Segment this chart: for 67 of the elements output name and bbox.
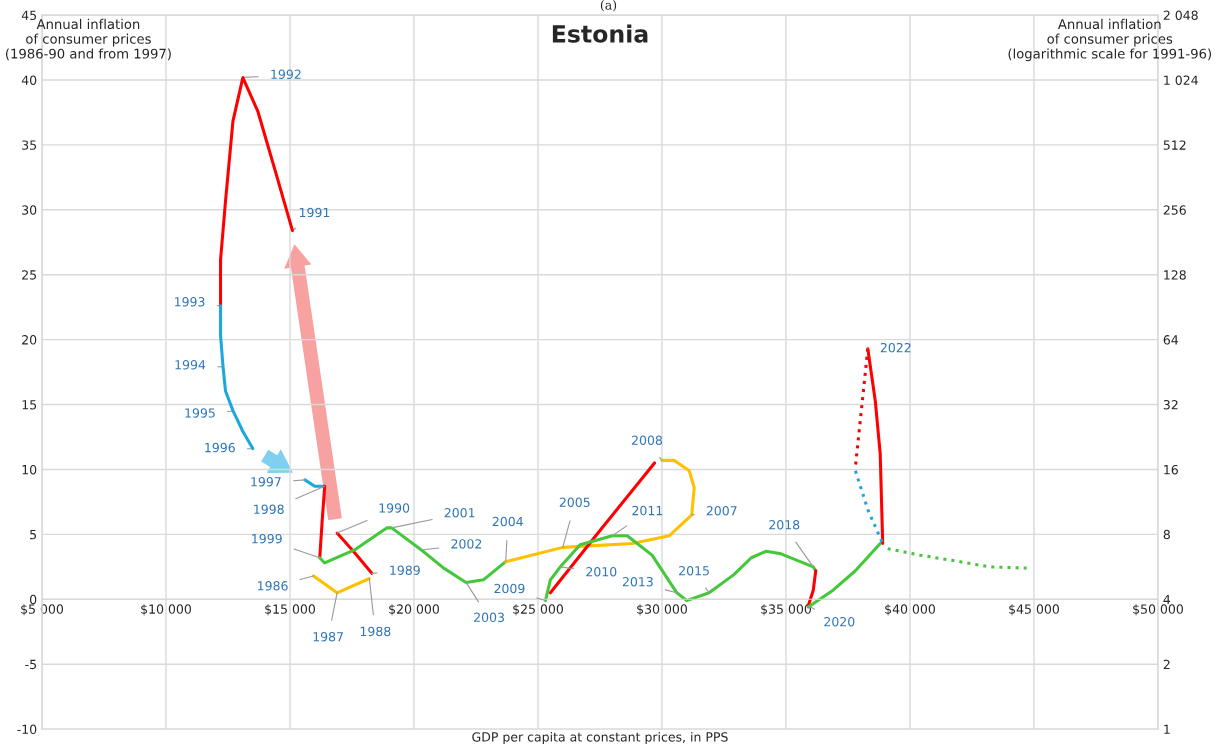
x-tick-label: $25 000	[513, 604, 563, 616]
x-tick-label: $5 000	[21, 604, 64, 616]
y2-tick-label: 64	[1163, 335, 1179, 345]
annotation: 1989	[390, 565, 420, 575]
x-tick-label: $50 000	[1133, 604, 1183, 616]
annotation: 1988	[360, 626, 391, 637]
y-tick-label: -10	[17, 724, 37, 735]
y-tick-label: 25	[22, 270, 37, 280]
y2-tick-label: 2	[1163, 659, 1170, 669]
x-tick-label: $30 000	[637, 604, 687, 616]
annotation: 1991	[299, 207, 330, 218]
annotation: 2020	[824, 616, 855, 627]
annotation: 1996	[205, 442, 235, 453]
x-tick-label: $45 000	[1009, 604, 1059, 616]
annotation: 2003	[474, 612, 504, 623]
y-tick-label: 10	[22, 464, 37, 475]
y2-tick-label: 4	[1163, 594, 1171, 605]
annotation: 2018	[769, 520, 800, 530]
y2-tick-label: 16	[1164, 464, 1178, 475]
annotation: 2007	[706, 506, 737, 516]
annotation: 2004	[492, 516, 523, 527]
line-series	[886, 547, 1029, 570]
y-tick-label: 20	[22, 335, 37, 345]
y-tick-label: 30	[22, 205, 37, 215]
annotation: 2002	[451, 539, 482, 549]
y2-tick-label: 8	[1163, 529, 1170, 540]
annotation: 1992	[271, 69, 301, 80]
y2-tick-label: 32	[1163, 400, 1178, 410]
y-tick-label: 45	[21, 10, 37, 21]
annotation: 2013	[622, 576, 653, 587]
y2-tick-label: 1 024	[1164, 75, 1198, 85]
annotation: 1993	[175, 297, 205, 307]
y-tick-label: 40	[21, 75, 37, 85]
y-tick-label: 0	[30, 594, 37, 605]
y2-tick-label: 1	[1164, 724, 1170, 734]
annotation: 2008	[631, 435, 663, 446]
chart-title: Estonia	[552, 24, 648, 43]
y-tick-label: 15	[22, 400, 37, 410]
annotation: 2009	[494, 583, 525, 594]
annotation: 1994	[175, 360, 206, 370]
text: (a)	[600, 0, 617, 12]
annotation: 1987	[313, 631, 343, 642]
annotation: 1990	[379, 503, 410, 513]
annotation: 2010	[586, 567, 617, 577]
annotation: 1986	[258, 581, 288, 591]
annotation: 1998	[254, 504, 284, 514]
x-tick-label: $40 000	[885, 604, 935, 616]
y2-tick-label: 256	[1163, 205, 1186, 215]
annotation: 1999	[252, 533, 282, 544]
x-tick-label: $10 000	[141, 604, 191, 616]
annotation: 2015	[679, 565, 709, 576]
y2-tick-label: 128	[1164, 270, 1186, 280]
annotation: 2022	[880, 342, 911, 353]
annotation: 2011	[632, 505, 663, 516]
line-series	[318, 526, 508, 584]
x-tick-label: $20 000	[389, 604, 439, 616]
annotation: 2001	[444, 508, 475, 518]
y2-tick-label: 2 048	[1163, 10, 1198, 21]
annotation: 1995	[185, 408, 215, 418]
y-tick-label: 35	[22, 140, 37, 150]
y-tick-label: 5	[30, 530, 37, 540]
y2-tick-label: 512	[1163, 140, 1186, 150]
annotation: 2005	[559, 497, 590, 507]
annotation: 1997	[251, 477, 281, 487]
y-tick-label: -5	[25, 659, 37, 670]
x-tick-label: $15 000	[265, 604, 315, 616]
x-axis-title: GDP per capita at constant prices, in PPS	[472, 731, 728, 745]
